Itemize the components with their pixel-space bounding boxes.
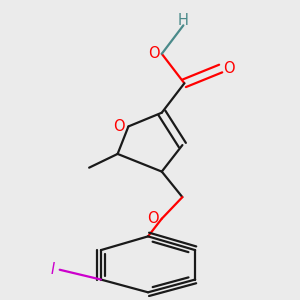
Text: O: O xyxy=(148,46,160,61)
Text: I: I xyxy=(50,262,55,277)
Text: O: O xyxy=(147,211,159,226)
Text: O: O xyxy=(223,61,235,76)
Text: H: H xyxy=(178,14,189,28)
Text: O: O xyxy=(113,119,125,134)
